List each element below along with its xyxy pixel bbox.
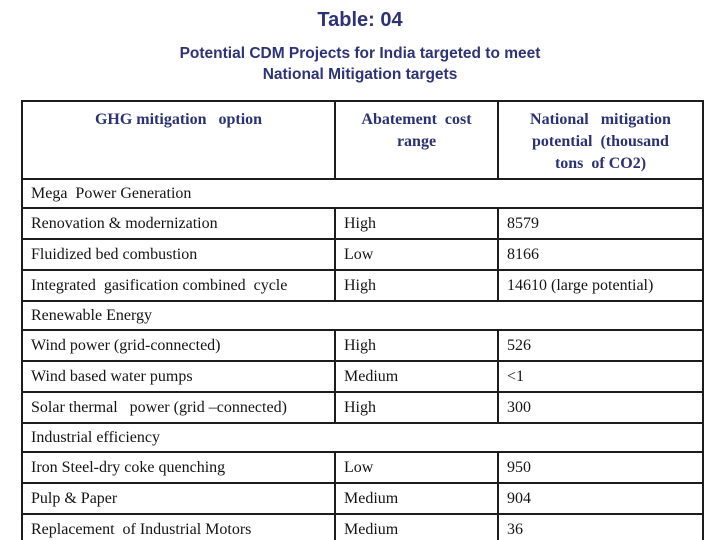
cell-potential: 36 — [497, 513, 704, 540]
slide-subtitle: Potential CDM Projects for India targete… — [0, 43, 720, 85]
cell-potential: <1 — [497, 360, 704, 393]
cell-option: Wind based water pumps — [21, 360, 336, 393]
table-row: Replacement of Industrial Motors Medium … — [21, 513, 704, 540]
header-cell-ghg-mitigation-option: GHG mitigation option — [21, 100, 336, 180]
cell-potential: 8579 — [497, 207, 704, 240]
section-label: Mega Power Generation — [21, 178, 704, 209]
table-row: Pulp & Paper Medium 904 — [21, 482, 704, 515]
cell-option: Fluidized bed combustion — [21, 238, 336, 271]
header-cell-abatement-cost-range: Abatement cost range — [334, 100, 499, 180]
cell-cost: Medium — [334, 513, 499, 540]
cell-potential: 950 — [497, 451, 704, 484]
slide-subtitle-line-1: Potential CDM Projects for India targete… — [179, 45, 541, 62]
table-header-row: GHG mitigation option Abatement cost ran… — [21, 100, 704, 180]
cell-option: Pulp & Paper — [21, 482, 336, 515]
cell-potential: 300 — [497, 391, 704, 424]
cell-option: Renovation & modernization — [21, 207, 336, 240]
section-row-mega-power-generation: Mega Power Generation — [21, 178, 704, 209]
cell-cost: High — [334, 269, 499, 302]
table-row: Wind power (grid-connected) High 526 — [21, 329, 704, 362]
cell-cost: Medium — [334, 482, 499, 515]
cell-option: Integrated gasification combined cycle — [21, 269, 336, 302]
table-row: Wind based water pumps Medium <1 — [21, 360, 704, 393]
section-label: Renewable Energy — [21, 300, 704, 331]
section-label: Industrial efficiency — [21, 422, 704, 453]
cdm-projects-table: GHG mitigation option Abatement cost ran… — [21, 100, 704, 540]
cell-potential: 8166 — [497, 238, 704, 271]
section-row-renewable-energy: Renewable Energy — [21, 300, 704, 331]
table-row: Iron Steel-dry coke quenching Low 950 — [21, 451, 704, 484]
cell-cost: Low — [334, 451, 499, 484]
table-row: Integrated gasification combined cycle H… — [21, 269, 704, 302]
table-row: Solar thermal power (grid –connected) Hi… — [21, 391, 704, 424]
cell-cost: Medium — [334, 360, 499, 393]
cell-option: Solar thermal power (grid –connected) — [21, 391, 336, 424]
cell-potential: 526 — [497, 329, 704, 362]
cell-cost: High — [334, 329, 499, 362]
table-row: Renovation & modernization High 8579 — [21, 207, 704, 240]
slide-title: Table: 04 — [317, 9, 403, 31]
cell-option: Replacement of Industrial Motors — [21, 513, 336, 540]
slide-subtitle-line-2: National Mitigation targets — [262, 66, 458, 83]
cell-cost: High — [334, 207, 499, 240]
header-cell-national-mitigation-potential: National mitigation potential (thousand … — [497, 100, 704, 180]
cell-cost: Low — [334, 238, 499, 271]
table-row: Fluidized bed combustion Low 8166 — [21, 238, 704, 271]
cell-option: Iron Steel-dry coke quenching — [21, 451, 336, 484]
section-row-industrial-efficiency: Industrial efficiency — [21, 422, 704, 453]
cell-potential: 904 — [497, 482, 704, 515]
cell-potential: 14610 (large potential) — [497, 269, 704, 302]
cell-cost: High — [334, 391, 499, 424]
cell-option: Wind power (grid-connected) — [21, 329, 336, 362]
